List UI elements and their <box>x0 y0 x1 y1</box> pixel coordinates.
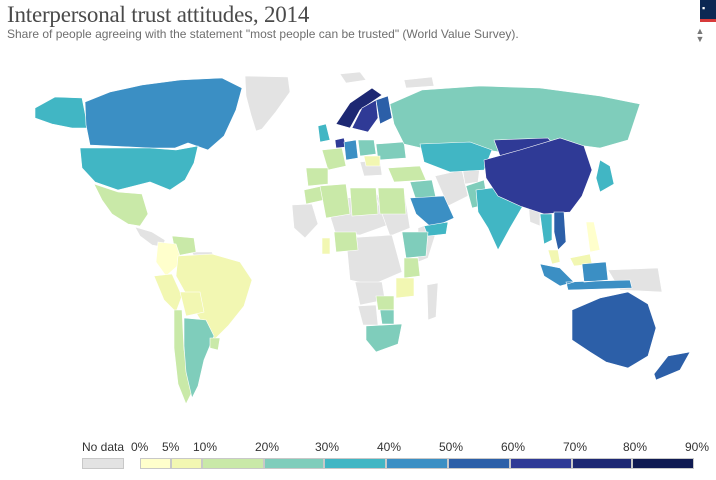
legend-swatch-3 <box>264 458 324 469</box>
land-central-africa <box>345 234 403 286</box>
country-norway[interactable] <box>335 87 383 129</box>
country-peru[interactable] <box>153 273 183 313</box>
legend-tick-label: 90% <box>685 440 710 454</box>
country-united-states[interactable] <box>79 145 199 191</box>
country-nigeria[interactable] <box>333 231 359 253</box>
legend-tick-label: 70% <box>563 440 588 454</box>
country-alaska[interactable] <box>34 96 89 129</box>
legend-tick-label: 30% <box>315 440 340 454</box>
land-svalbard <box>339 71 367 84</box>
legend-no-data-label: No data <box>82 440 125 454</box>
logo-stripe <box>700 19 716 22</box>
legend-tick-label: 80% <box>623 440 648 454</box>
world-map <box>0 60 716 435</box>
country-libya[interactable] <box>349 187 379 217</box>
country-south-africa[interactable] <box>365 323 403 353</box>
country-kazakhstan[interactable] <box>419 141 493 173</box>
legend-tick-label: 0% <box>131 440 149 454</box>
land-west-africa <box>291 203 319 239</box>
country-zambia[interactable] <box>375 295 395 311</box>
country-ukraine[interactable] <box>375 141 407 161</box>
legend-swatch-9 <box>632 458 694 469</box>
land-madagascar <box>426 282 439 321</box>
country-bolivia[interactable] <box>179 291 205 317</box>
country-australia[interactable] <box>571 291 657 369</box>
country-poland[interactable] <box>357 139 377 157</box>
country-philippines[interactable] <box>585 221 601 253</box>
country-vietnam[interactable] <box>553 211 567 251</box>
country-ghana[interactable] <box>321 237 331 255</box>
country-thailand[interactable] <box>539 213 553 245</box>
country-egypt[interactable] <box>377 187 407 215</box>
land-namibia <box>357 304 379 326</box>
country-romania[interactable] <box>363 155 381 167</box>
legend-swatch-5 <box>386 458 448 469</box>
legend-tick-label: 50% <box>439 440 464 454</box>
legend-no-data-swatch <box>82 458 124 469</box>
land-greenland <box>244 75 291 132</box>
country-france[interactable] <box>321 147 347 171</box>
legend-swatch-1 <box>171 458 202 469</box>
country-uruguay[interactable] <box>209 337 221 351</box>
land-siberian-islands <box>403 76 435 89</box>
country-spain[interactable] <box>305 167 329 187</box>
legend-swatch-6 <box>448 458 510 469</box>
chart-subtitle: Share of people agreeing with the statem… <box>7 27 519 41</box>
country-ethiopia[interactable] <box>401 231 429 259</box>
site-logo[interactable]: ▪ <box>700 0 716 22</box>
country-russia[interactable] <box>389 85 641 153</box>
legend-tick-label: 40% <box>377 440 402 454</box>
country-algeria[interactable] <box>319 183 351 219</box>
country-united-kingdom[interactable] <box>317 123 331 143</box>
country-argentina[interactable] <box>183 317 215 399</box>
country-mexico[interactable] <box>93 183 149 227</box>
legend-swatch-0 <box>140 458 171 469</box>
legend-tick-label: 60% <box>501 440 526 454</box>
legend-swatch-4 <box>324 458 386 469</box>
country-sweden[interactable] <box>351 99 379 133</box>
country-germany[interactable] <box>343 139 359 161</box>
country-indonesia[interactable] <box>539 261 633 291</box>
country-tanzania[interactable] <box>395 277 415 299</box>
legend: No data 0% 5% 10% 20% 30% 40% 50% 60% 70% 80% 90% <box>0 438 716 480</box>
legend-swatch-8 <box>572 458 632 469</box>
legend-swatch-2 <box>202 458 264 469</box>
country-canada[interactable] <box>84 77 243 151</box>
legend-swatch-7 <box>510 458 572 469</box>
legend-tick-label: 20% <box>255 440 280 454</box>
country-japan[interactable] <box>595 159 615 193</box>
legend-tick-label: 5% <box>162 440 180 454</box>
country-turkey[interactable] <box>387 165 427 183</box>
country-chile[interactable] <box>173 309 193 405</box>
country-finland[interactable] <box>375 95 393 125</box>
country-colombia[interactable] <box>155 241 183 277</box>
country-china[interactable] <box>483 137 593 215</box>
legend-tick-label: 10% <box>193 440 218 454</box>
country-new-zealand[interactable] <box>653 351 691 381</box>
scroll-toggle-icon[interactable]: ▲ ▼ <box>695 26 705 44</box>
country-brazil[interactable] <box>175 253 253 341</box>
country-kenya[interactable] <box>403 257 421 279</box>
logo-mark: ▪ <box>702 3 706 13</box>
chart-title: Interpersonal trust attitudes, 2014 <box>7 2 310 27</box>
country-zimbabwe[interactable] <box>379 309 395 325</box>
